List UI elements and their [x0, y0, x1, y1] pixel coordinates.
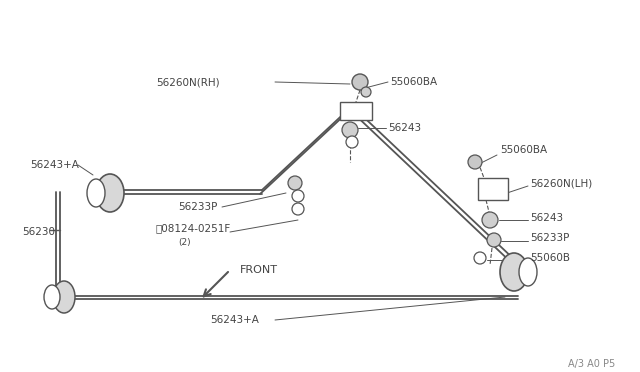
Circle shape: [474, 252, 486, 264]
Ellipse shape: [87, 179, 105, 207]
Text: 55060BA: 55060BA: [390, 77, 437, 87]
Ellipse shape: [500, 253, 528, 291]
Text: 56260N(LH): 56260N(LH): [530, 178, 592, 188]
Ellipse shape: [519, 258, 537, 286]
Bar: [340, 102, 372, 120]
Circle shape: [361, 87, 371, 97]
Circle shape: [292, 203, 304, 215]
Text: 56243: 56243: [530, 213, 563, 223]
Circle shape: [487, 233, 501, 247]
Text: 56230: 56230: [22, 227, 55, 237]
Text: 56243: 56243: [388, 123, 421, 133]
Text: 55060B: 55060B: [530, 253, 570, 263]
Circle shape: [482, 212, 498, 228]
Text: 55060BA: 55060BA: [500, 145, 547, 155]
Circle shape: [288, 176, 302, 190]
Circle shape: [346, 136, 358, 148]
Text: (2): (2): [178, 237, 191, 247]
Ellipse shape: [53, 281, 75, 313]
Text: 56243+A: 56243+A: [210, 315, 259, 325]
Ellipse shape: [44, 285, 60, 309]
Circle shape: [352, 74, 368, 90]
Text: 56233P: 56233P: [179, 202, 218, 212]
Text: FRONT: FRONT: [240, 265, 278, 275]
Text: 56243+A: 56243+A: [30, 160, 79, 170]
Circle shape: [468, 155, 482, 169]
Text: Ⓑ08124-0251F: Ⓑ08124-0251F: [155, 223, 230, 233]
Text: A/3 A0 P5: A/3 A0 P5: [568, 359, 615, 369]
Text: 56260N(RH): 56260N(RH): [156, 77, 220, 87]
Ellipse shape: [96, 174, 124, 212]
Bar: [478, 178, 508, 200]
Circle shape: [292, 190, 304, 202]
Text: 56233P: 56233P: [530, 233, 570, 243]
Circle shape: [342, 122, 358, 138]
